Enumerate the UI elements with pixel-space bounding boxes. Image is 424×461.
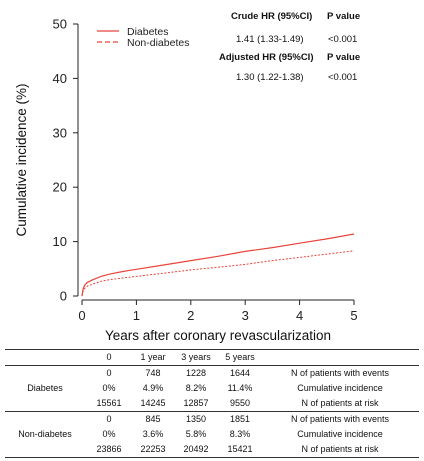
table-row: 23866 22253 20492 15421 N of patients at… bbox=[5, 442, 419, 458]
risk-table-header: 1 year bbox=[133, 349, 173, 366]
table-row: 0 845 1350 1851 N of patients with event… bbox=[5, 411, 419, 427]
crude-hr-title: Crude HR (95%CI) bbox=[231, 11, 312, 22]
risk-table-cell: 0% bbox=[102, 383, 116, 393]
adjusted-hr-value: 1.30 (1.22-1.38) bbox=[236, 72, 304, 83]
series-lines bbox=[81, 233, 355, 297]
x-tick-label: 5 bbox=[350, 308, 357, 323]
risk-table-group-label: Diabetes bbox=[27, 383, 63, 393]
risk-table-header: 0 bbox=[85, 349, 133, 366]
series-line-non-diabetes bbox=[81, 250, 355, 297]
risk-table-row-label: Cumulative incidence bbox=[297, 383, 383, 393]
risk-table-cell: 8.2% bbox=[185, 383, 207, 393]
legend-nondiabetes-label: Non-diabetes bbox=[127, 37, 189, 49]
risk-table-cell: 1350 bbox=[173, 411, 219, 427]
risk-table-cell bbox=[5, 396, 85, 412]
crude-hr-value: 1.41 (1.33-1.49) bbox=[236, 34, 304, 45]
y-axis-ticks: 0 10 20 30 40 50 bbox=[53, 17, 78, 304]
adjusted-p-title: P value bbox=[327, 52, 360, 63]
risk-table-cell: 1851 bbox=[219, 411, 261, 427]
y-tick-label: 50 bbox=[53, 17, 67, 32]
risk-table-group-label: Non-diabetes bbox=[18, 429, 72, 439]
y-tick-label: 10 bbox=[53, 234, 67, 249]
table-row: 15561 14245 12857 9550 N of patients at … bbox=[5, 396, 419, 412]
y-axis-title: Cumulative incidence (%) bbox=[14, 83, 29, 236]
risk-table-cell: 0% bbox=[102, 429, 116, 439]
crude-p-title: P value bbox=[327, 11, 360, 22]
risk-table-cell: 5.8% bbox=[185, 429, 207, 439]
x-tick-label: 4 bbox=[296, 308, 303, 323]
y-tick-label: 0 bbox=[60, 289, 67, 304]
y-tick-label: 20 bbox=[53, 180, 67, 195]
cumulative-incidence-chart: 0 10 20 30 40 50 0 1 2 3 4 5 Cumulative incidence … bbox=[14, 11, 360, 343]
risk-table-cell: 4.9% bbox=[142, 383, 164, 393]
table-row: Non-diabetes 0% 3.6% 5.8% 8.3% Cumulativ… bbox=[5, 427, 419, 442]
risk-table-cell: 0 bbox=[106, 368, 112, 378]
legend: Diabetes Non-diabetes bbox=[97, 26, 189, 49]
risk-table-cell: 3.6% bbox=[142, 429, 164, 439]
x-axis-title: Years after coronary revascularization bbox=[105, 328, 331, 343]
risk-table-cell: 0 bbox=[85, 411, 133, 427]
risk-table-row-label: Cumulative incidence bbox=[297, 429, 383, 439]
risk-table-row-label: N of patients with events bbox=[261, 411, 419, 427]
x-axis-ticks: 0 1 2 3 4 5 bbox=[78, 300, 358, 323]
risk-table-cell: 9550 bbox=[229, 398, 251, 408]
adjusted-p-value: <0.001 bbox=[328, 72, 357, 83]
risk-table-cell: 14245 bbox=[140, 398, 166, 408]
legend-diabetes-label: Diabetes bbox=[127, 26, 168, 38]
risk-table-corner bbox=[5, 349, 85, 366]
x-tick-label: 2 bbox=[187, 308, 194, 323]
risk-table: 0 1 year 3 years 5 years 0 748 1228 1644… bbox=[5, 349, 419, 458]
risk-table-cell: 15421 bbox=[227, 444, 253, 454]
risk-table-cell: 748 bbox=[145, 368, 161, 378]
x-tick-label: 3 bbox=[242, 308, 249, 323]
adjusted-hr-title: Adjusted HR (95%CI) bbox=[219, 52, 313, 63]
risk-table-row-label: N of patients at risk bbox=[301, 444, 379, 454]
x-tick-label: 0 bbox=[78, 308, 85, 323]
risk-table-cell bbox=[5, 411, 85, 427]
risk-table-header: 3 years bbox=[173, 349, 219, 366]
y-tick-label: 40 bbox=[53, 71, 67, 86]
y-tick-label: 30 bbox=[53, 125, 67, 140]
risk-table-cell: 15561 bbox=[96, 398, 122, 408]
risk-table-header-row: 0 1 year 3 years 5 years bbox=[5, 349, 419, 366]
risk-table-header-blank bbox=[261, 349, 419, 366]
risk-table-cell: 12857 bbox=[183, 398, 209, 408]
table-row: Diabetes 0% 4.9% 8.2% 11.4% Cumulative i… bbox=[5, 381, 419, 396]
risk-table-cell: 1644 bbox=[229, 368, 251, 378]
x-tick-label: 1 bbox=[133, 308, 140, 323]
risk-table-row-label: N of patients at risk bbox=[301, 398, 379, 408]
crude-p-value: <0.001 bbox=[328, 34, 357, 45]
risk-table-header: 5 years bbox=[219, 349, 261, 366]
risk-table-row-label: N of patients with events bbox=[290, 368, 390, 378]
risk-table-cell bbox=[5, 442, 85, 458]
risk-table-cell: 20492 bbox=[183, 444, 209, 454]
risk-table-cell: 1228 bbox=[185, 368, 207, 378]
risk-table-cell: 11.4% bbox=[227, 383, 253, 393]
risk-table-cell: 8.3% bbox=[229, 429, 251, 439]
risk-table-cell: 22253 bbox=[140, 444, 166, 454]
hazard-ratio-box: Crude HR (95%CI) P value 1.41 (1.33-1.49… bbox=[219, 11, 360, 83]
risk-table-cell bbox=[5, 366, 85, 382]
series-line-diabetes bbox=[81, 233, 355, 297]
risk-table-cell: 23866 bbox=[96, 444, 122, 454]
risk-table-cell: 845 bbox=[133, 411, 173, 427]
table-row: 0 748 1228 1644 N of patients with event… bbox=[5, 366, 419, 382]
